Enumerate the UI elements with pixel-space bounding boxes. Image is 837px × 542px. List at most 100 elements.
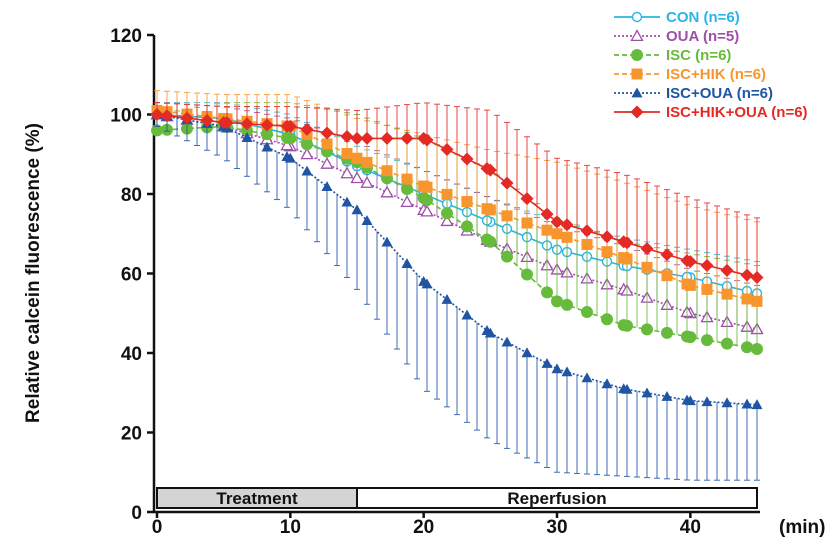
series-4-point-6 <box>551 363 563 374</box>
y-tick-label-2: 40 <box>121 344 142 365</box>
series-4-marker-51 <box>661 391 673 401</box>
series-4-marker-33 <box>481 325 493 335</box>
series-4-marker-21 <box>361 215 373 226</box>
legend-item-4: ISC+OUA (n=6) <box>614 85 773 102</box>
legend-item-0-marker <box>631 11 643 23</box>
series-4-marker-45 <box>601 378 613 389</box>
series-2-marker-55 <box>701 334 713 347</box>
series-4-marker-23 <box>381 236 393 247</box>
x-tick-label-2: 20 <box>413 517 434 538</box>
y-axis-label: Relative calcein fluorescence (%) <box>23 123 44 423</box>
series-2-marker-27 <box>421 194 433 207</box>
phase-1-box <box>356 487 758 509</box>
series-2-marker-33 <box>481 233 493 246</box>
legend-item-1-label: OUA (n=5) <box>666 28 739 45</box>
series-2-marker-57 <box>721 337 733 350</box>
series-5-marker-21 <box>360 131 374 145</box>
series-1-marker-15 <box>300 147 314 160</box>
series-5-point-3 <box>350 131 364 145</box>
series-4-line <box>156 113 758 406</box>
series-3-marker-25 <box>401 173 413 185</box>
series-2-point-6 <box>551 295 563 308</box>
series-2-marker-47 <box>621 319 633 332</box>
legend-item-1: OUA (n=5) <box>614 28 739 45</box>
phase-bar: Treatment Reperfusion <box>156 487 758 509</box>
series-1-marker-17 <box>320 156 334 169</box>
legend-item-5-marker <box>630 105 644 119</box>
series-3-marker-47 <box>621 253 633 265</box>
series-3-marker-35 <box>501 210 513 222</box>
series-2-marker-9 <box>241 124 253 137</box>
series-3-marker-49 <box>641 261 653 273</box>
series-3-marker-51 <box>661 270 673 282</box>
legend-item-2: ISC (n=6) <box>614 47 731 64</box>
series-2-point-9 <box>751 343 763 356</box>
series-2-marker-25 <box>401 183 413 196</box>
series-1-marker-25 <box>400 195 414 208</box>
series-4-marker-39 <box>541 358 553 368</box>
x-tick-label-1: 10 <box>280 517 301 538</box>
series-4-marker-43 <box>581 372 593 383</box>
series-3-marker-39 <box>541 224 553 236</box>
series-3-marker-57 <box>721 288 733 300</box>
legend-item-4-marker <box>631 87 643 98</box>
series-3-marker-21 <box>361 156 373 168</box>
legend-item-0-label: CON (n=6) <box>666 9 740 26</box>
series-5-marker-45 <box>600 230 614 244</box>
series-5-marker-49 <box>640 242 654 256</box>
series-5-marker-19 <box>340 130 354 144</box>
series-5-marker-15 <box>300 122 314 136</box>
series-4-marker-35 <box>501 336 513 347</box>
phase-1-label: Reperfusion <box>507 489 606 508</box>
series-4-marker-25 <box>401 258 413 268</box>
legend-item-3: ISC+HIK (n=6) <box>614 66 766 83</box>
legend-item-2-marker <box>631 49 643 61</box>
series-4-marker-55 <box>701 396 713 407</box>
x-tick-label-0: 0 <box>152 517 163 538</box>
series-4 <box>151 109 763 481</box>
series-3-marker-41 <box>561 231 573 243</box>
series-4-marker-17 <box>321 181 333 192</box>
series-5-marker-25 <box>400 131 414 145</box>
series-3-point-9 <box>751 295 763 307</box>
series-2-marker-45 <box>601 313 613 326</box>
series-5-marker-27 <box>420 133 434 147</box>
series-4-marker-37 <box>521 347 533 358</box>
series-5-marker-1 <box>160 109 174 123</box>
series-4-point-3 <box>351 204 363 215</box>
series-5-marker-11 <box>260 118 274 132</box>
series-3-marker-27 <box>421 181 433 193</box>
series-2-marker-11 <box>261 128 273 141</box>
series-2-marker-43 <box>581 306 593 319</box>
series-4-marker-11 <box>261 141 273 152</box>
series-2-marker-29 <box>441 207 453 220</box>
series-5-point-6 <box>550 215 564 229</box>
legend-item-5: ISC+HIK+OUA (n=6) <box>614 104 808 121</box>
series-2-marker-49 <box>641 323 653 336</box>
series-4-marker-29 <box>441 294 453 304</box>
series-5-marker-31 <box>460 152 474 166</box>
series-1-marker-21 <box>360 176 374 188</box>
legend-item-1-marker <box>630 29 644 42</box>
y-tick-label-4: 80 <box>121 185 142 206</box>
phase-0-label: Treatment <box>216 489 298 508</box>
legend-item-2-label: ISC (n=6) <box>666 47 731 64</box>
series-5-marker-7 <box>220 116 234 130</box>
series-3-marker-45 <box>601 246 613 258</box>
series-5-marker-23 <box>380 131 394 145</box>
series-4-marker-9 <box>241 132 253 142</box>
series-2-marker-15 <box>301 138 313 151</box>
y-tick-label-6: 120 <box>110 26 142 47</box>
series-5-marker-47 <box>620 236 634 250</box>
legend-item-4-label: ISC+OUA (n=6) <box>666 85 773 102</box>
series-4-marker-27 <box>421 278 433 289</box>
series-5-marker-51 <box>660 248 674 262</box>
legend: CON (n=6) OUA (n=5) ISC (n=6) ISC+HIK (n=6)… <box>614 9 808 121</box>
series-5-marker-35 <box>500 176 514 190</box>
series-1-point-3 <box>350 171 364 184</box>
series-5-marker-43 <box>580 224 594 238</box>
series-5-marker-41 <box>560 218 574 232</box>
series-5-point-9 <box>750 270 764 284</box>
series-3-marker-53 <box>681 278 693 290</box>
series-5-marker-17 <box>320 126 334 140</box>
